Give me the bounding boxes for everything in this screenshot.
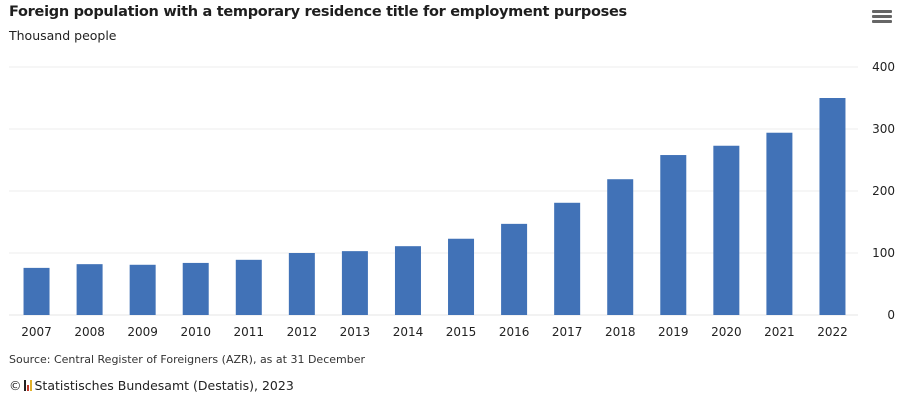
copyright-text: Statistisches Bundesamt (Destatis), 2023 (34, 378, 294, 393)
x-tick-label: 2018 (605, 325, 636, 339)
menu-line (872, 10, 892, 13)
x-tick-label: 2011 (234, 325, 265, 339)
bar-2009[interactable] (129, 264, 156, 315)
x-tick-label: 2022 (817, 325, 848, 339)
x-tick-label: 2014 (393, 325, 424, 339)
bar-2013[interactable] (341, 251, 368, 315)
bar-2021[interactable] (766, 132, 793, 315)
bar-2007[interactable] (23, 267, 50, 315)
x-tick-label: 2008 (74, 325, 105, 339)
bar-2015[interactable] (448, 238, 475, 315)
x-tick-label: 2007 (21, 325, 52, 339)
source-note: Source: Central Register of Foreigners (… (9, 353, 365, 366)
bar-2010[interactable] (182, 262, 209, 315)
x-tick-label: 2016 (499, 325, 530, 339)
chart-title: Foreign population with a temporary resi… (9, 4, 627, 20)
x-tick-label: 2017 (552, 325, 583, 339)
x-tick-label: 2010 (180, 325, 211, 339)
menu-line (872, 15, 892, 18)
bar-2014[interactable] (394, 246, 421, 315)
y-tick-label: 100 (872, 246, 895, 260)
bar-2019[interactable] (660, 155, 687, 315)
bar-2011[interactable] (235, 259, 262, 315)
chart-subtitle: Thousand people (9, 28, 117, 43)
bar-2022[interactable] (819, 98, 846, 315)
x-tick-label: 2021 (764, 325, 795, 339)
bar-2017[interactable] (554, 202, 581, 315)
x-tick-label: 2013 (340, 325, 371, 339)
y-tick-label: 400 (872, 60, 895, 74)
x-tick-label: 2009 (127, 325, 158, 339)
y-tick-label: 300 (872, 122, 895, 136)
bar-2020[interactable] (713, 145, 740, 315)
destatis-logo-icon (23, 380, 32, 391)
x-tick-label: 2019 (658, 325, 689, 339)
hamburger-menu-icon[interactable] (872, 10, 892, 28)
x-tick-label: 2012 (287, 325, 318, 339)
copyright-symbol: © (9, 378, 22, 393)
bar-chart: 0 100 200 300 400 2007 2008 2009 2010 2011 2012 201… (9, 60, 895, 339)
bar-2012[interactable] (288, 253, 315, 315)
x-tick-label: 2015 (446, 325, 477, 339)
y-tick-label: 0 (887, 308, 895, 322)
menu-line (872, 20, 892, 23)
y-tick-label: 200 (872, 184, 895, 198)
bar-2018[interactable] (607, 179, 634, 315)
x-tick-label: 2020 (711, 325, 742, 339)
copyright-line: © Statistisches Bundesamt (Destatis), 20… (9, 378, 294, 393)
bar-2008[interactable] (76, 264, 103, 315)
bar-2016[interactable] (501, 223, 528, 315)
